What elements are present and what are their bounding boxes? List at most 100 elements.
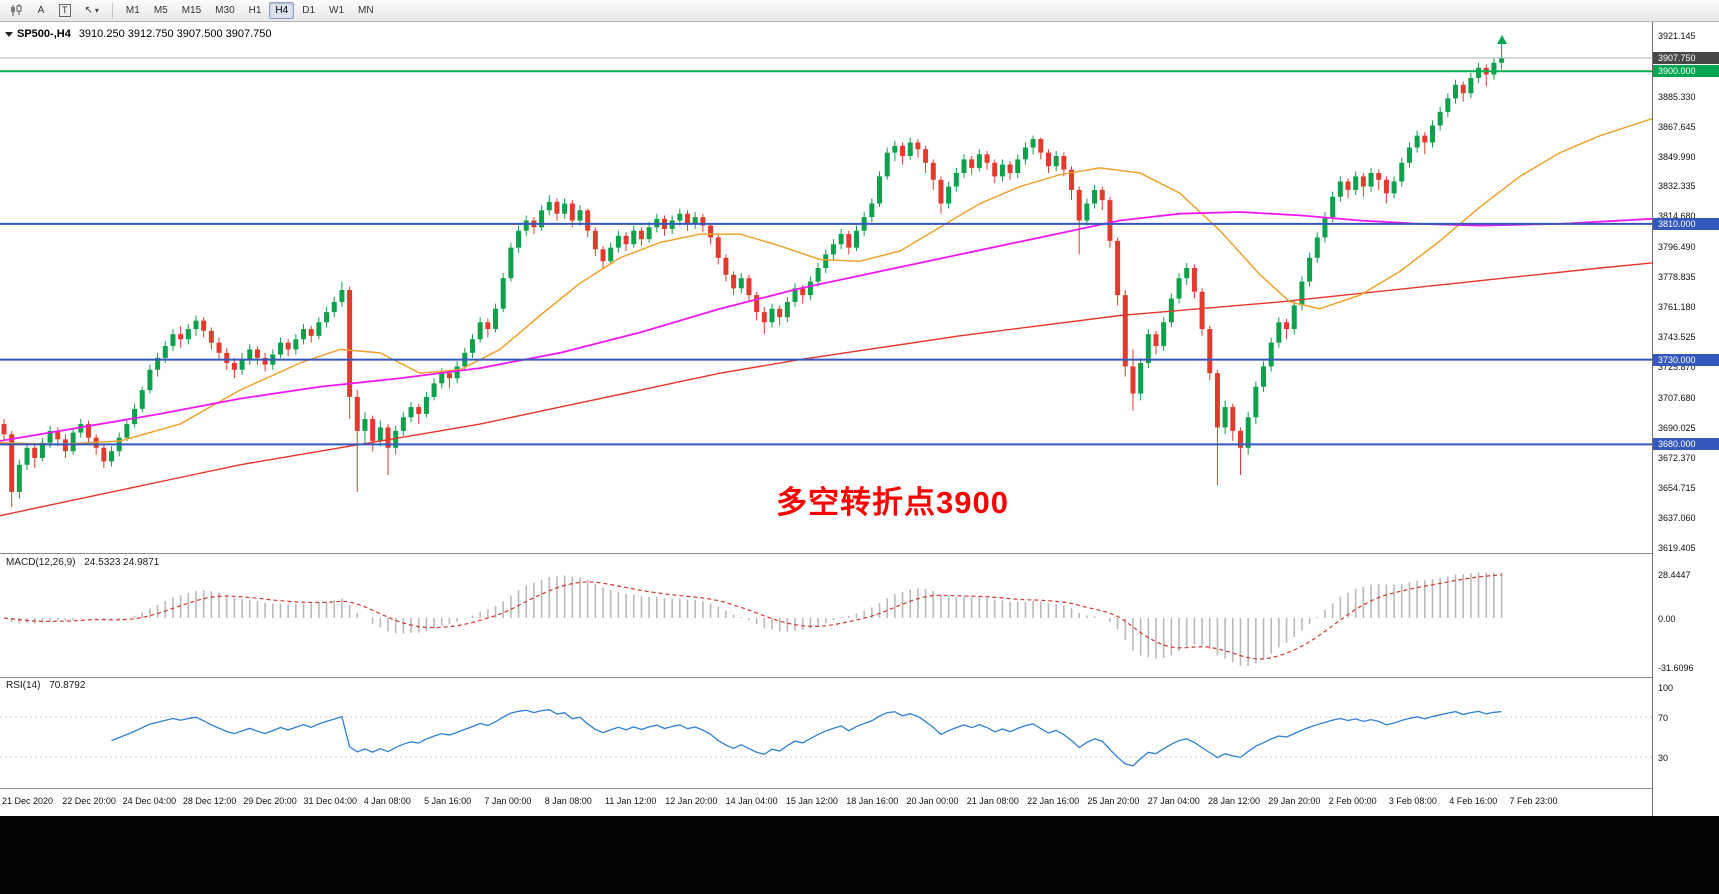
macd-header: MACD(12,26,9) 24.5323 24.9871 [6,557,159,568]
candle-up [838,234,844,245]
candle-up [147,369,153,391]
candle-down [231,362,237,370]
text-tool-button[interactable]: T [53,2,77,19]
candle-up [170,334,176,347]
candle-up [1491,62,1497,75]
candle-up [47,430,53,443]
price-axis-label: 3637.060 [1658,512,1696,523]
candle-down [262,357,268,365]
time-axis-label: 7 Jan 00:00 [484,796,532,806]
candle-down [1153,334,1159,347]
time-axis-label: 22 Dec 20:00 [62,796,116,806]
candle-up [1276,322,1282,343]
time-axis-label: 21 Dec 2020 [2,796,54,806]
time-axis-label: 14 Jan 04:00 [725,796,778,806]
candle-down [55,430,61,440]
candle-down [1460,84,1466,94]
candle-up [1368,172,1374,187]
candle-up [454,366,460,379]
chart-type-icon[interactable] [4,2,29,19]
candle-up [631,230,637,245]
time-axis-label: 4 Jan 08:00 [363,796,411,806]
timeframe-h4-button[interactable]: H4 [269,2,295,19]
candle-down [638,230,644,240]
candle-up [892,145,898,153]
candle-up [646,227,652,240]
candle-up [884,152,890,177]
time-axis-label: 12 Jan 20:00 [665,796,718,806]
price-axis[interactable]: 3921.145 3885.330 3867.645 3849.990 3832.335… [1652,22,1719,816]
time-axis-label: 11 Jan 12:00 [605,796,657,806]
price-axis-label: 3761.180 [1658,302,1696,313]
candle-up [1330,196,1336,218]
chevron-down-icon: ▾ [94,6,99,15]
timeframe-h1-button[interactable]: H1 [248,5,262,16]
candle-down [938,179,944,204]
candle-up [1337,181,1343,197]
timeframe-m1-button[interactable]: M1 [125,5,140,16]
candle-down [416,407,422,414]
candle-up [24,447,30,465]
candle-down [485,322,491,330]
cursor-a-button[interactable]: A [31,2,51,19]
timeframe-mn-button[interactable]: MN [358,5,374,16]
macd-axis-label: 28.4447 [1658,569,1691,580]
candle-up [1453,84,1459,99]
candle-down [1061,156,1067,170]
timeframe-d1-button[interactable]: D1 [302,5,316,16]
candle-up [738,278,744,289]
rsi-axis-label: 70 [1658,713,1669,723]
rsi-label: RSI(14) [6,680,41,691]
candle-down [731,274,737,289]
candle-up [139,390,145,409]
timeframe-m5-button[interactable]: M5 [153,5,168,16]
time-axis-label: 20 Jan 00:00 [906,796,959,806]
candle-down [1115,240,1121,296]
price-axis-label: 3672.370 [1658,452,1696,463]
candle-down [32,447,38,459]
candle-down [178,334,184,340]
price-axis-label: 3743.525 [1658,332,1696,343]
timeframe-m15-button[interactable]: M15 [181,5,202,16]
macd-panel-canvas[interactable] [0,555,1652,676]
panel-separator[interactable] [0,677,1719,678]
candle-down [285,342,291,350]
panel-separator[interactable] [0,553,1719,554]
candle-down [370,418,376,442]
candle-up [316,322,322,336]
price-axis-label: 3814.680 [1658,211,1696,222]
price-badge-3730.000: 3730.000 [1653,353,1719,366]
time-axis-label: 18 Jan 16:00 [846,796,899,806]
bottom-bar [0,816,1719,894]
candle-down [700,217,706,226]
candle-up [493,308,499,330]
objects-dropdown-button[interactable]: ↖ ▾ [79,2,105,19]
candle-down [923,149,929,163]
price-axis-label: 3832.335 [1658,181,1696,192]
timeframe-m30-button[interactable]: M30 [215,5,235,16]
candle-down [685,213,691,224]
candle-down [992,162,998,177]
candle-up [1161,322,1167,347]
candle-up [16,464,22,492]
candle-down [216,342,222,353]
ma-medium-orange [0,117,1652,446]
candle-up [1307,257,1313,282]
candle-down [900,145,906,157]
rsi-value: 70.8792 [49,680,86,691]
candle-down [1038,139,1044,153]
candle-up [324,312,330,323]
candle-down [715,237,721,258]
candle-down [208,330,214,343]
chart-menu-icon[interactable] [5,32,13,37]
rsi-line [111,709,1502,767]
macd-signal-line [3,574,1502,660]
candle-down [1284,322,1290,330]
price-axis-label: 3921.145 [1658,30,1696,41]
candle-up [109,451,115,462]
price-chart-canvas[interactable] [0,22,1652,553]
rsi-panel-canvas[interactable] [0,678,1652,788]
timeframe-w1-button[interactable]: W1 [329,5,345,16]
time-axis-label: 21 Jan 08:00 [966,796,1019,806]
time-axis[interactable]: 21 Dec 2020 22 Dec 20:00 24 Dec 04:00 28 De… [0,789,1652,816]
